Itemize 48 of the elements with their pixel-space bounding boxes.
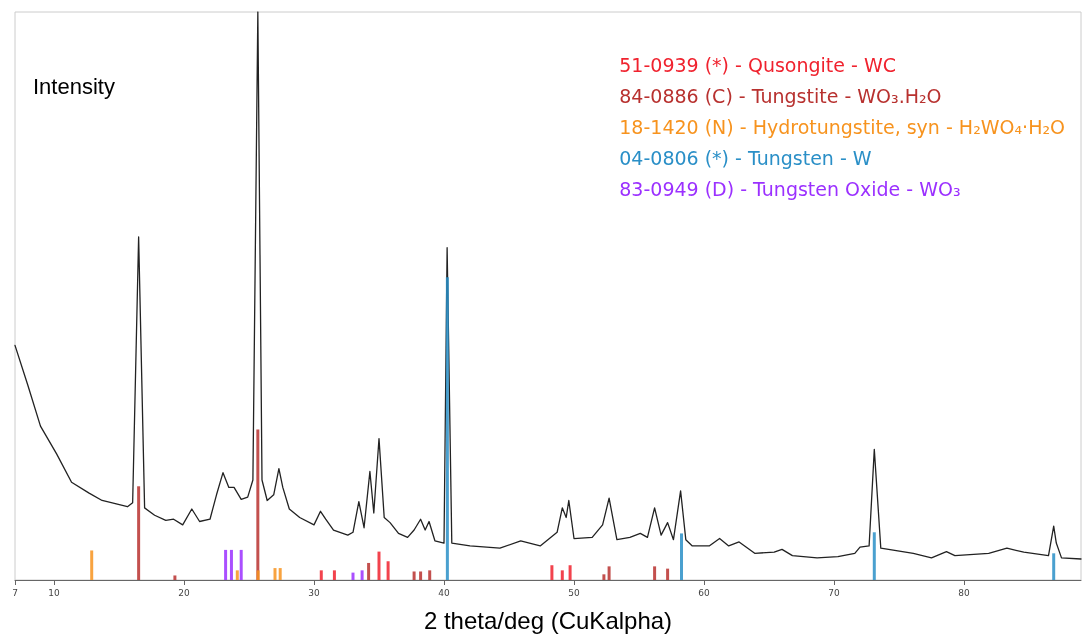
bar — [351, 572, 355, 580]
bar — [602, 574, 606, 580]
bar — [412, 571, 416, 580]
y-axis-title: Intensity — [33, 73, 115, 99]
bar — [377, 551, 381, 580]
bar — [278, 568, 282, 580]
bar — [872, 532, 876, 580]
bar — [386, 561, 390, 580]
text: 18-1420 (N) - Hydrotungstite, syn - H₂WO₄·H₂O — [619, 115, 1065, 138]
x-tick-label: 70 — [828, 587, 840, 598]
bar — [568, 565, 572, 580]
bar — [235, 570, 239, 580]
bar — [224, 549, 228, 580]
bar — [666, 568, 670, 580]
text: 04-0806 (*) - Tungsten - W — [619, 146, 872, 169]
x-tick-label: 50 — [568, 587, 580, 598]
bar — [607, 566, 611, 580]
bar — [256, 429, 260, 580]
bar — [90, 550, 94, 580]
x-tick-label: 80 — [958, 587, 970, 598]
bar — [367, 562, 371, 580]
bar — [445, 277, 449, 580]
x-tick-label: 30 — [308, 587, 320, 598]
x-tick-label: 20 — [178, 587, 190, 598]
bar — [239, 549, 243, 580]
bar — [1052, 553, 1056, 580]
bar — [332, 570, 336, 580]
x-tick-label: 10 — [48, 587, 60, 598]
bar — [653, 566, 657, 580]
x-tick-label: 40 — [438, 587, 450, 598]
text: 51-0939 (*) - Qusongite - WC — [619, 53, 896, 76]
x-tick-label: 7 — [12, 587, 18, 598]
bar — [680, 533, 684, 580]
bar — [173, 575, 177, 580]
bar — [419, 571, 423, 580]
bar — [428, 570, 432, 580]
bar — [137, 486, 141, 580]
bar — [360, 570, 364, 580]
text: 84-0886 (C) - Tungstite - WO₃.H₂O — [619, 84, 942, 107]
bar — [560, 570, 564, 580]
bar — [319, 570, 323, 580]
bar — [256, 570, 260, 580]
bar — [229, 549, 233, 580]
x-tick-label: 60 — [698, 587, 710, 598]
text: 83-0949 (D) - Tungsten Oxide - WO₃ — [619, 177, 961, 200]
x-axis-title: 2 theta/deg (CuKalpha) — [423, 606, 673, 634]
bar — [273, 568, 277, 580]
bar — [550, 565, 554, 580]
